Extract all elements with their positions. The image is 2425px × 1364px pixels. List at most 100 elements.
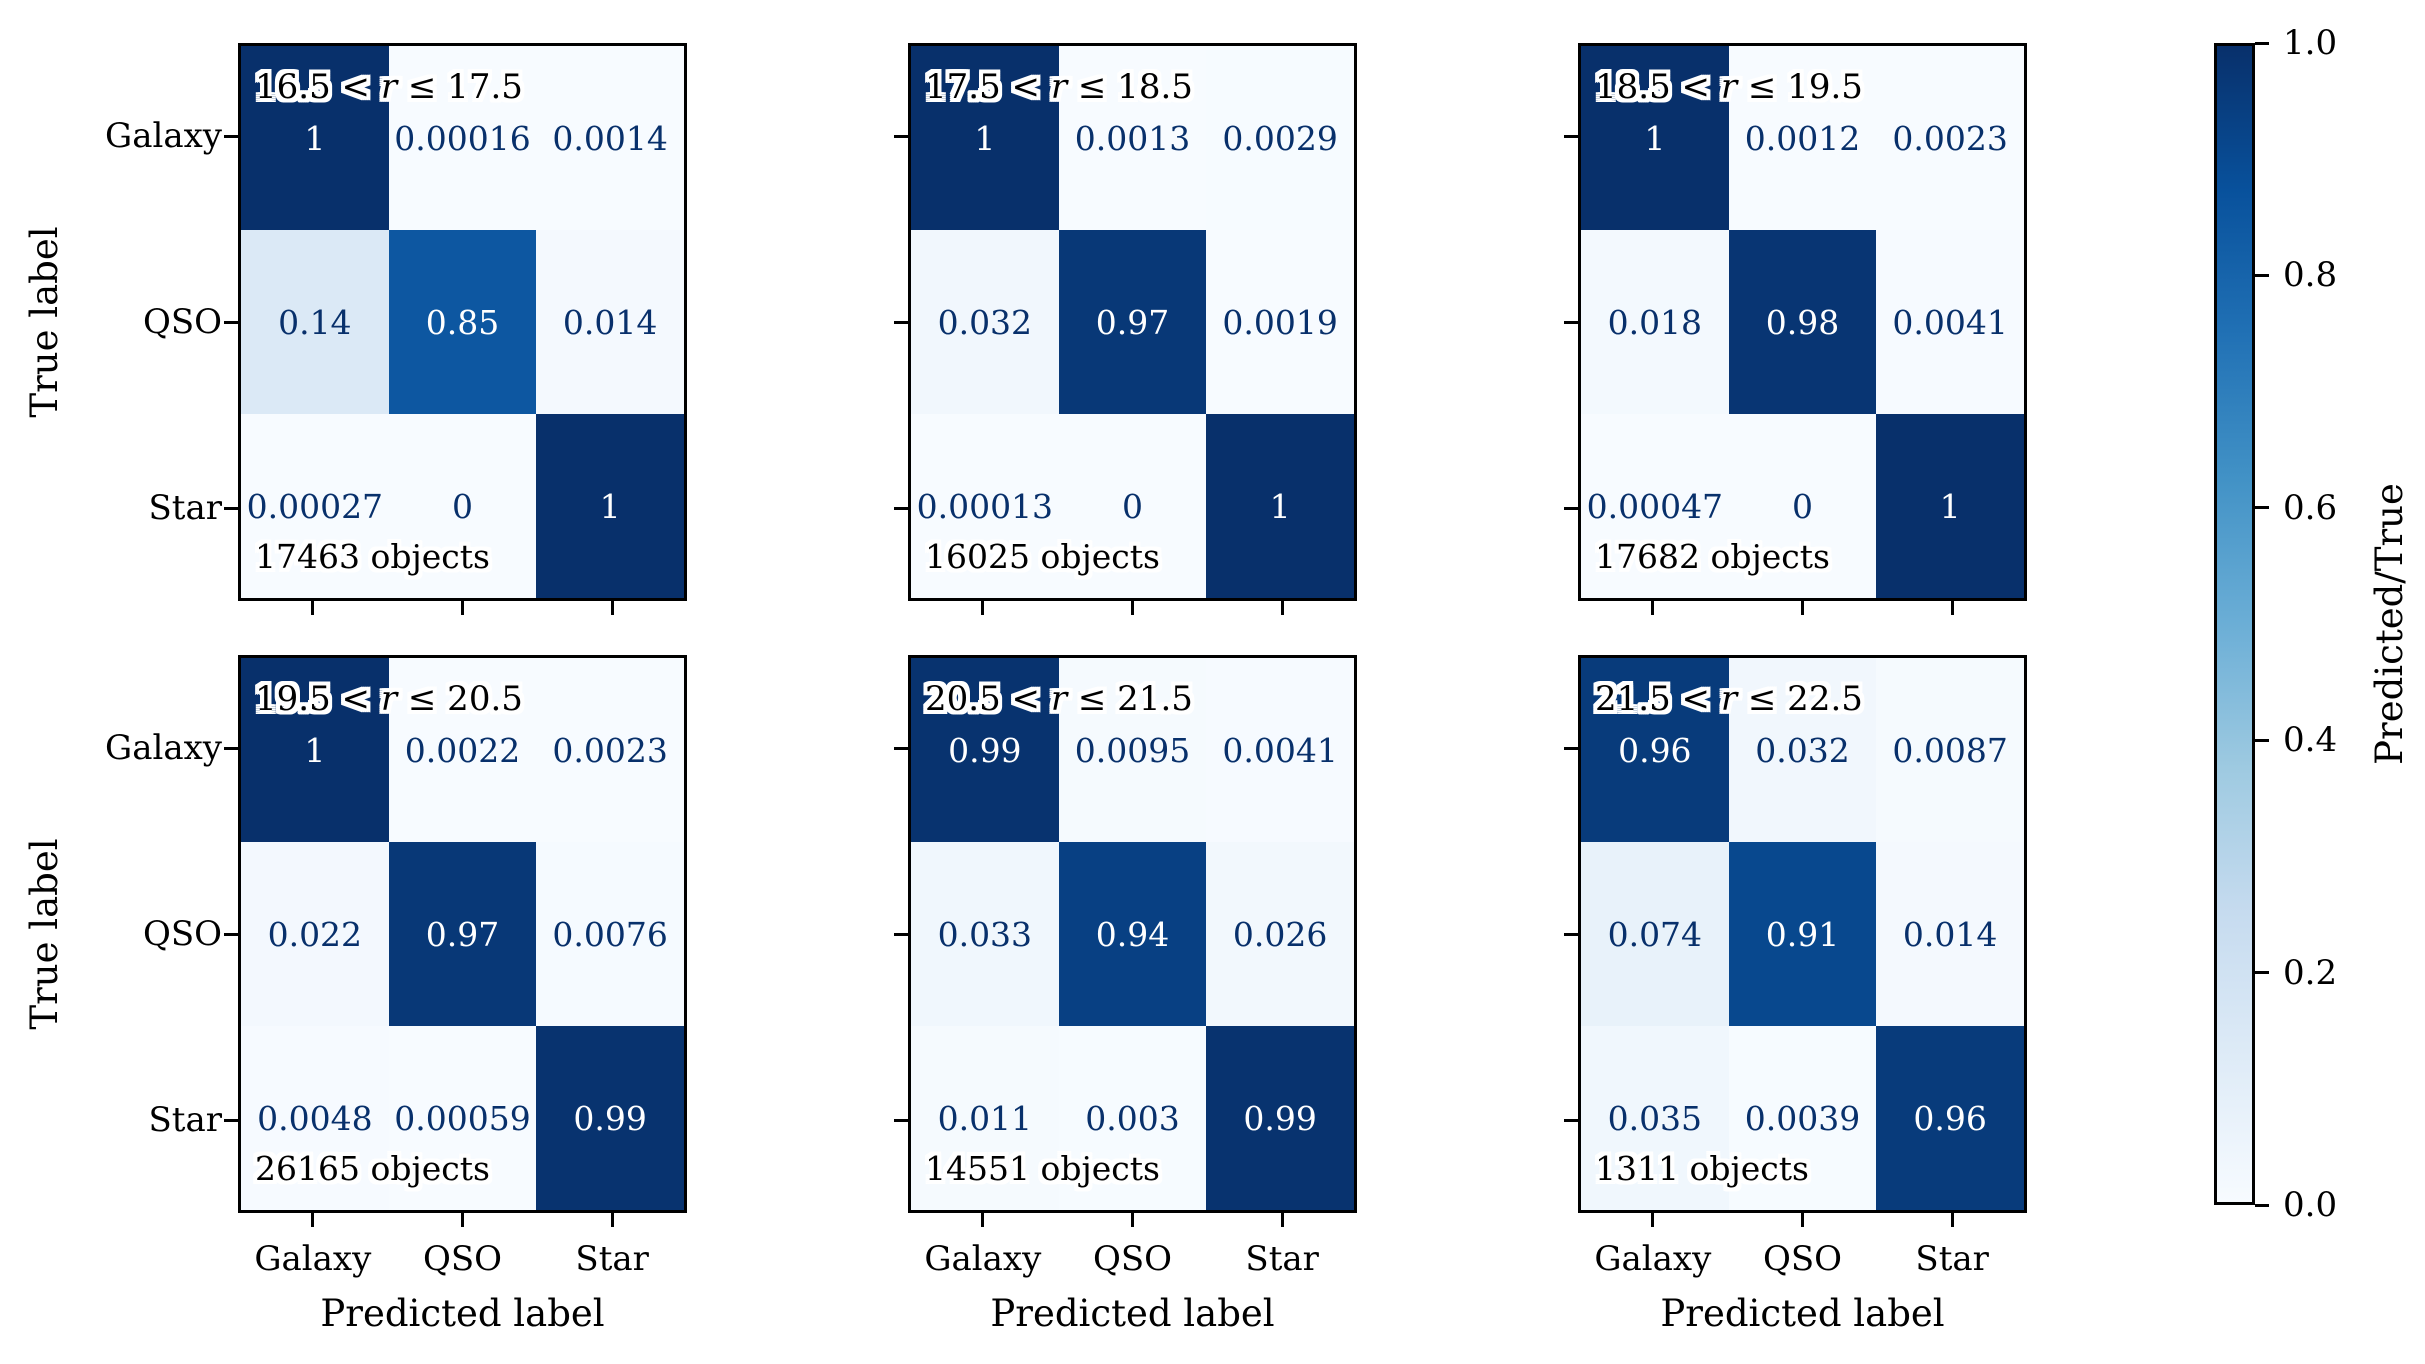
x-axis-label: Predicted label [1660,1292,1945,1335]
matrix-cell: 0.074 [1581,842,1729,1026]
matrix-cell: 0.97 [388,842,537,1026]
y-tick-mark [1564,506,1578,510]
x-axis-label: Predicted label [990,1292,1275,1335]
matrix-cell: 0.0087 [1876,658,2024,842]
matrix-cell: 0.00047 [1581,414,1729,598]
matrix-cell: 0.0019 [1206,230,1354,414]
cell-value: 0.026 [1232,914,1328,954]
matrix-cell: 0.0029 [1206,46,1354,230]
x-tick-mark [461,601,464,615]
x-tick-mark [461,1213,464,1227]
matrix-cell: 1 [911,46,1059,230]
r-magnitude-symbol: r [1050,67,1068,107]
matrix-cell: 0.0076 [536,842,684,1026]
cell-value: 0.0023 [1892,118,2008,158]
cell-value: 0.0029 [1222,118,1338,158]
y-tick-label-galaxy: Galaxy [105,728,222,768]
cell-value: 0.0041 [1222,730,1338,770]
cell-value: 0 [451,486,473,526]
colorbar-tick-label: 1.0 [2283,23,2338,63]
matrix-cell: 0.0095 [1058,658,1207,842]
cell-value: 0.035 [1607,1098,1703,1138]
cell-value: 0.99 [573,1098,647,1138]
object-count-label: 1311 objects [1595,1149,1809,1188]
y-tick-mark [1564,320,1578,324]
x-tick-mark [1801,601,1804,615]
colorbar-tick-label: 0.8 [2283,255,2338,296]
confusion-matrix-panel-5: 0.99 0.0095 0.0041 0.033 0.94 0.026 0.011 0.003… [908,655,1357,1213]
matrix-cell: 0.014 [536,230,684,414]
matrix-cell: 0.85 [388,230,537,414]
x-tick-label-galaxy: Galaxy [254,1239,372,1279]
cell-value: 1 [1269,486,1291,526]
matrix-cell: 0.0048 [241,1026,389,1210]
cell-value: 0.91 [1765,914,1840,954]
cell-value: 0.00016 [394,118,531,158]
cell-value: 0.022 [267,914,363,954]
cell-value: 0.97 [425,914,500,954]
object-count-label: 14551 objects [925,1149,1160,1188]
matrix-cell: 0.97 [1058,230,1207,414]
cell-value: 0.0012 [1744,118,1861,158]
colorbar-tick-label: 0.2 [2283,952,2338,993]
y-tick-mark [224,134,238,138]
matrix-cell: 1 [241,46,389,230]
matrix-cell: 0.0041 [1206,658,1354,842]
matrix-cell: 0.98 [1728,230,1877,414]
matrix-cell: 0.99 [1206,1026,1354,1210]
y-tick-label-qso: QSO [142,914,222,954]
colorbar-tick-mark [2255,738,2269,742]
matrix-cell: 0.91 [1728,842,1877,1026]
x-tick-label-star: Star [575,1239,649,1279]
x-tick-mark [311,1213,315,1227]
y-tick-mark [1564,1118,1578,1122]
matrix-cell: 0.032 [911,230,1059,414]
x-tick-mark [1950,1213,1954,1227]
object-count-label: 17682 objects [1595,537,1830,576]
cell-value: 0.0022 [404,730,521,770]
matrix-cell: 0.0012 [1728,46,1877,230]
x-tick-mark [610,1213,614,1227]
x-tick-label-qso: QSO [1092,1239,1173,1279]
confusion-matrix-panel-3: 1 0.0012 0.0023 0.018 0.98 0.0041 0.00047 0 1 18.… [1578,43,2027,601]
y-axis-label: True label [23,838,66,1030]
cell-value: 1 [974,118,996,158]
y-tick-mark [224,1118,238,1122]
matrix-cell: 0.0023 [536,658,684,842]
y-tick-label-galaxy: Galaxy [105,116,222,156]
r-magnitude-symbol: r [1720,679,1738,719]
r-magnitude-symbol: r [380,679,398,719]
x-tick-mark [1280,1213,1284,1227]
x-tick-mark [1131,1213,1134,1227]
x-tick-mark [1651,601,1655,615]
cell-value: 1 [1939,486,1961,526]
matrix-cell: 0.96 [1876,1026,2024,1210]
cell-value: 0.00047 [1586,486,1724,526]
matrix-cell: 0.011 [911,1026,1059,1210]
x-tick-mark [1131,601,1134,615]
confusion-matrix-panel-1: 1 0.00016 0.0014 0.14 0.85 0.014 0.00027 0 1 16.5… [238,43,687,601]
x-tick-mark [1280,601,1284,615]
cell-value: 0 [1121,486,1143,526]
panel-title: 21.5 < r ≤ 22.5 [1595,679,1863,719]
y-tick-mark [1564,134,1578,138]
colorbar-tick-mark [2255,506,2269,510]
y-tick-mark [1564,932,1578,936]
matrix-cell: 0.018 [1581,230,1729,414]
matrix-cell: 0.022 [241,842,389,1026]
colorbar-tick-mark [2255,273,2269,277]
y-tick-mark [894,932,908,936]
x-tick-mark [1651,1213,1655,1227]
matrix-cell: 0.94 [1058,842,1207,1026]
cell-value: 0 [1791,486,1813,526]
y-tick-mark [894,134,908,138]
r-magnitude-symbol: r [380,67,398,107]
cell-value: 0.074 [1607,914,1703,954]
matrix-cell: 0.96 [1581,658,1729,842]
x-axis-label: Predicted label [320,1292,605,1335]
cell-value: 0.0019 [1222,302,1338,342]
r-magnitude-symbol: r [1050,679,1068,719]
x-tick-mark [1801,1213,1804,1227]
cell-value: 0.018 [1607,302,1703,342]
